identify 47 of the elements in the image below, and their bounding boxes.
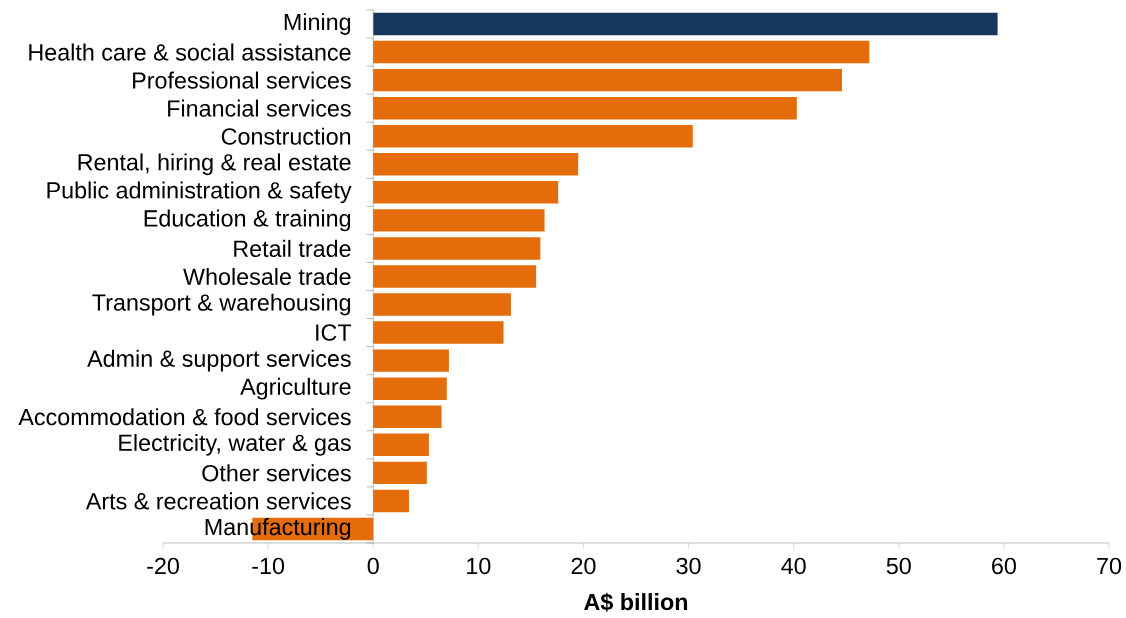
y-tick-label: Transport & warehousing: [92, 293, 351, 316]
bar: [373, 321, 504, 344]
x-tick-label: 60: [992, 557, 1016, 575]
bar: [373, 68, 843, 92]
y-tick-label: Construction: [221, 127, 351, 145]
x-tick-label: 10: [467, 557, 491, 575]
y-tick-label: Education & training: [144, 209, 351, 232]
bar: [373, 433, 429, 457]
y-tick-label: Public administration & safety: [47, 181, 352, 204]
y-tick-label: Wholesale trade: [183, 267, 351, 286]
y-tick-label: Health care & social assistance: [29, 43, 351, 61]
bar: [373, 293, 511, 316]
bar: [373, 181, 559, 204]
y-tick-label: Professional services: [133, 71, 351, 89]
y-tick-label: Rental, hiring & real estate: [78, 153, 351, 176]
y-tick-label: Retail trade: [234, 239, 351, 257]
y-tick-label: Mining: [284, 13, 351, 35]
y-tick-label: Accommodation & food services: [18, 408, 351, 426]
bar: [373, 12, 998, 36]
x-tick-label: 20: [571, 557, 596, 575]
bar: [373, 153, 579, 176]
y-tick-label: ICT: [316, 324, 352, 341]
bar: [373, 125, 693, 148]
x-tick-label: 50: [886, 557, 911, 575]
x-tick-label: -20: [147, 557, 179, 575]
bar: [373, 265, 537, 288]
y-tick-label: Admin & support services: [87, 349, 351, 372]
bar: [373, 461, 427, 485]
y-tick-label: Arts & recreation services: [85, 492, 351, 510]
y-tick-label: Agriculture: [240, 377, 351, 400]
x-axis-title: A$ billion: [584, 592, 688, 612]
bar: [373, 405, 442, 428]
bar: [373, 237, 541, 260]
y-tick-label: Financial services: [168, 99, 351, 117]
y-tick-label: Other services: [202, 464, 351, 482]
bar: [373, 349, 449, 372]
x-tick-label: 40: [781, 557, 806, 575]
bar: [373, 40, 870, 64]
x-tick-label: 70: [1097, 557, 1122, 575]
x-tick-label: 0: [367, 557, 379, 575]
bar: [373, 209, 545, 232]
bar: [373, 377, 447, 400]
x-tick-label: 30: [676, 557, 701, 575]
bar: [373, 489, 409, 513]
bar: [373, 96, 797, 120]
y-tick-label: Electricity, water & gas: [119, 433, 351, 456]
x-tick-label: -10: [252, 557, 285, 575]
